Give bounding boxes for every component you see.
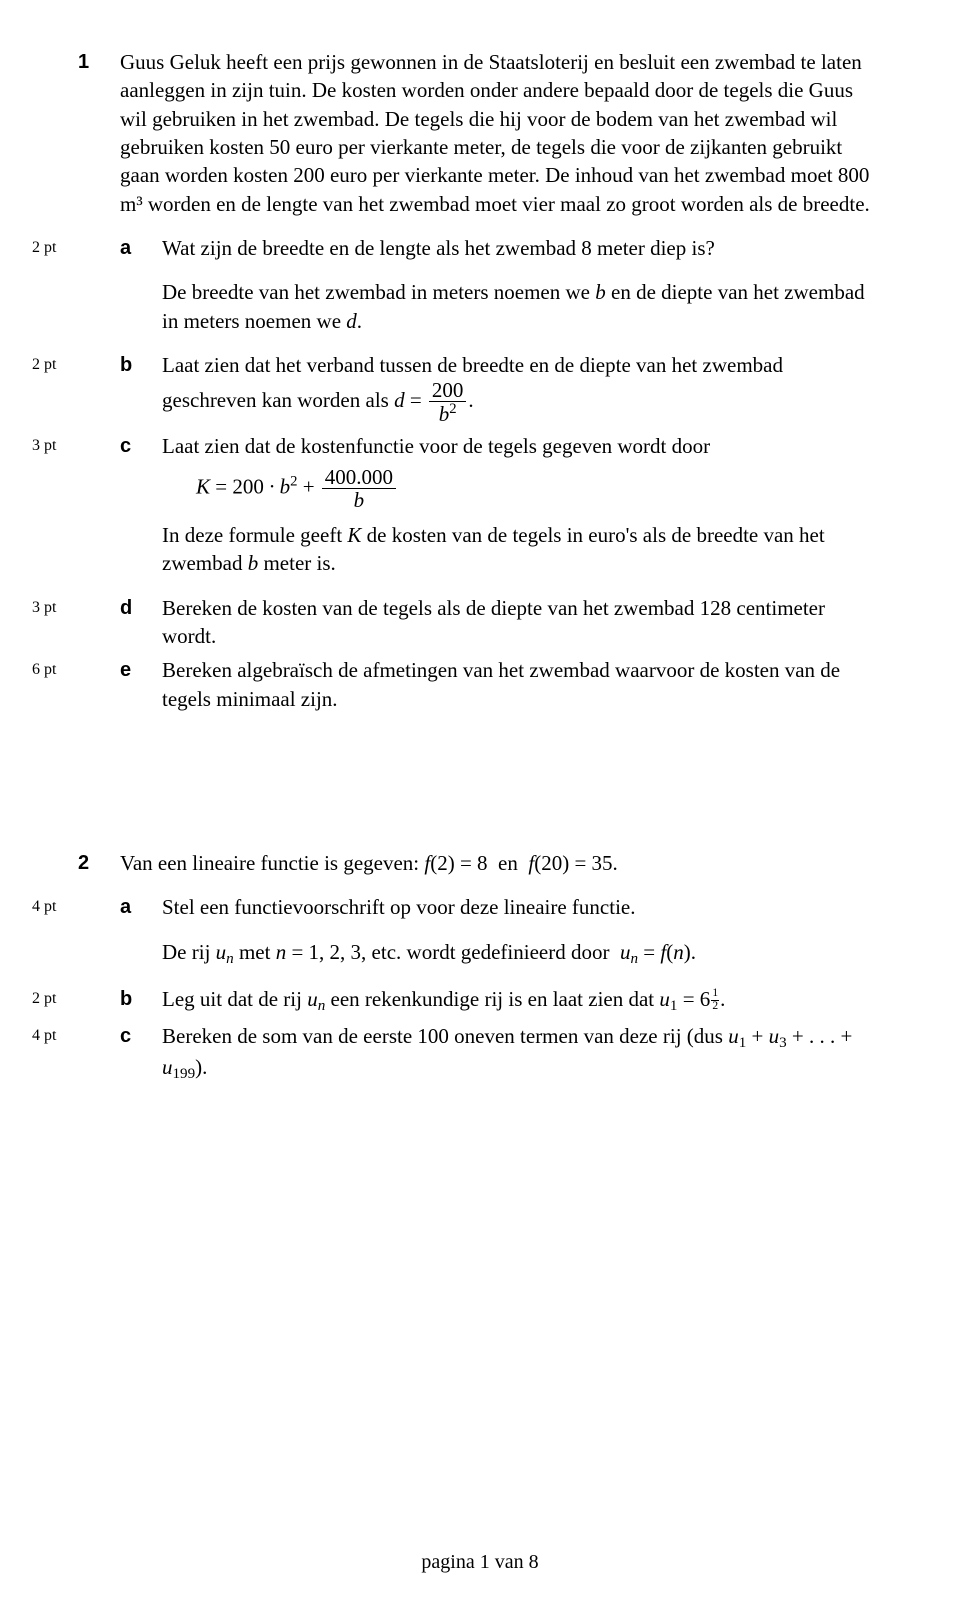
- q2b-row: 2 pt b Leg uit dat de rij un een rekenku…: [32, 985, 880, 1016]
- q1b-row: 2 pt b Laat zien dat het verband tussen …: [32, 351, 880, 425]
- q1c-eq-num: 400.000: [322, 466, 396, 488]
- q1-number: 1: [78, 48, 120, 76]
- q2-after-a-row: De rij un met n = 1, 2, 3, etc. wordt ge…: [32, 938, 880, 969]
- q1c-text: Laat zien dat de kostenfunctie voor de t…: [162, 432, 880, 460]
- q1a-row: 2 pt a Wat zijn de breedte en de lengte …: [32, 234, 880, 262]
- q2b-pts: 2 pt: [32, 985, 78, 1010]
- q1-intro-pts: [32, 48, 78, 51]
- q2b-mid: een rekenkundige rij is en laat zien dat: [325, 987, 659, 1011]
- q2c-pts: 4 pt: [32, 1022, 78, 1047]
- q1b-pts: 2 pt: [32, 351, 78, 376]
- q1b-frac: 200 b2: [429, 379, 467, 425]
- q2c-tail: ).: [195, 1055, 207, 1079]
- q1e-row: 6 pt e Bereken algebraïsch de afmetingen…: [32, 656, 880, 713]
- q1e-text: Bereken algebraïsch de afmetingen van he…: [162, 656, 880, 713]
- q2a-label: a: [120, 893, 162, 921]
- q1c-body: Laat zien dat de kostenfunctie voor de t…: [162, 432, 880, 578]
- q1c-label: c: [120, 432, 162, 460]
- q2b-tail: .: [720, 987, 725, 1011]
- q2-intro-body: Van een lineaire functie is gegeven: f(2…: [120, 849, 880, 877]
- q1b-body: Laat zien dat het verband tussen de bree…: [162, 351, 880, 425]
- q2a-pts: 4 pt: [32, 893, 78, 918]
- q1d-label: d: [120, 594, 162, 622]
- q2c-pre: Bereken de som van de eerste 100 oneven …: [162, 1024, 728, 1048]
- q2c-row: 4 pt c Bereken de som van de eerste 100 …: [32, 1022, 880, 1084]
- q2b-pre: Leg uit dat de rij: [162, 987, 307, 1011]
- q1c-pts: 3 pt: [32, 432, 78, 457]
- q1d-pts: 3 pt: [32, 594, 78, 619]
- q2b-label: b: [120, 985, 162, 1013]
- q2c-label: c: [120, 1022, 162, 1050]
- q1a-label: a: [120, 234, 162, 262]
- q1c-row: 3 pt c Laat zien dat de kostenfunctie vo…: [32, 432, 880, 578]
- q1d-text: Bereken de kosten van de tegels als de d…: [162, 594, 880, 651]
- q1a-pts: 2 pt: [32, 234, 78, 259]
- q1-after-a-row: De breedte van het zwembad in meters noe…: [32, 278, 880, 335]
- q1d-row: 3 pt d Bereken de kosten van de tegels a…: [32, 594, 880, 651]
- q2a-row: 4 pt a Stel een functievoorschrift op vo…: [32, 893, 880, 921]
- q2-number: 2: [78, 849, 120, 877]
- q1b-tail: .: [468, 388, 473, 412]
- q1-after-a: De breedte van het zwembad in meters noe…: [162, 278, 880, 335]
- q1-intro-row: 1 Guus Geluk heeft een prijs gewonnen in…: [32, 48, 880, 218]
- exam-page: 1 Guus Geluk heeft een prijs gewonnen in…: [0, 0, 960, 1610]
- q2-after-a: De rij un met n = 1, 2, 3, etc. wordt ge…: [162, 938, 880, 969]
- q1c-eq: K = 200 · b2 + 400.000 b: [196, 466, 880, 511]
- q1-intro-text: Guus Geluk heeft een prijs gewonnen in d…: [120, 50, 870, 216]
- q2-intro-pre: Van een lineaire functie is gegeven:: [120, 851, 424, 875]
- q1e-label: e: [120, 656, 162, 684]
- q1-intro-body: Guus Geluk heeft een prijs gewonnen in d…: [120, 48, 880, 218]
- q2a-text: Stel een functievoorschrift op voor deze…: [162, 893, 880, 921]
- q1e-pts: 6 pt: [32, 656, 78, 681]
- q1c-after: In deze formule geeft K de kosten van de…: [162, 521, 880, 578]
- q2-intro-row: 2 Van een lineaire functie is gegeven: f…: [32, 849, 880, 877]
- q1b-frac-num: 200: [429, 379, 467, 401]
- q1a-text: Wat zijn de breedte en de lengte als het…: [162, 234, 880, 262]
- page-footer: pagina 1 van 8: [0, 1549, 960, 1576]
- q2b-body: Leg uit dat de rij un een rekenkundige r…: [162, 985, 880, 1016]
- q2c-body: Bereken de som van de eerste 100 oneven …: [162, 1022, 880, 1084]
- q1b-label: b: [120, 351, 162, 379]
